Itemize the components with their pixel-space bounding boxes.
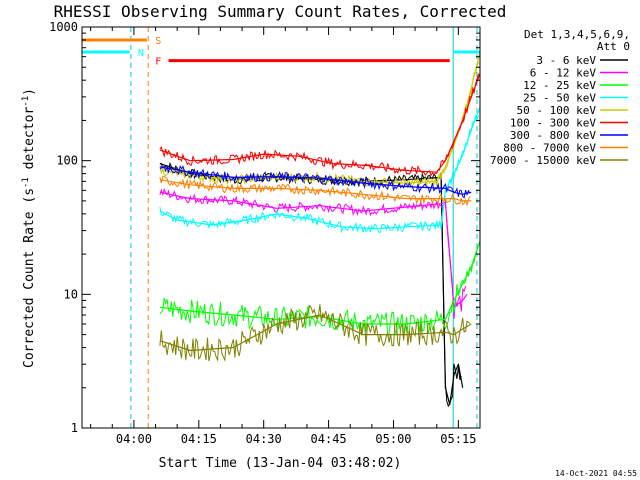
series-noise-8 <box>159 304 471 362</box>
legend-entry-label: 3 - 6 keV <box>536 54 596 67</box>
y-tick-label: 1000 <box>49 20 78 34</box>
series-line-8 <box>159 314 472 352</box>
series-noise-5 <box>159 73 480 177</box>
footer-date: 14-Oct-2021 04:55 <box>555 469 637 478</box>
legend-entry-label: 25 - 50 keV <box>523 92 596 105</box>
y-tick-label: 1 <box>71 421 78 435</box>
legend-entry-label: 50 - 100 keV <box>517 104 597 117</box>
series-noise-3 <box>159 113 480 234</box>
series-noise-7 <box>159 175 471 206</box>
plot-contents <box>82 27 480 428</box>
x-tick-label: 05:00 <box>375 432 411 446</box>
plot-frame <box>81 26 481 429</box>
y-tick-label: 100 <box>56 154 78 168</box>
legend-subtitle: Att 0 <box>597 40 630 53</box>
x-tick-label: 04:30 <box>246 432 282 446</box>
x-tick-label: 04:15 <box>181 432 217 446</box>
flag-label-s: S <box>155 36 161 47</box>
series-noise-2 <box>159 245 480 338</box>
series-noise-4 <box>159 61 480 189</box>
flag-label-n: N <box>138 48 144 59</box>
flag-label-f: F <box>155 57 161 68</box>
series-noise-1 <box>159 187 467 319</box>
legend-entry-label: 6 - 12 keV <box>530 67 597 80</box>
x-tick-label: 04:45 <box>311 432 347 446</box>
legend-entry-label: 100 - 300 keV <box>510 117 596 130</box>
series-line-7 <box>159 179 472 202</box>
x-axis-label: Start Time (13-Jan-04 03:48:02) <box>159 456 402 471</box>
y-tick-label: 10 <box>64 287 78 301</box>
legend-entry-label: 800 - 7000 keV <box>503 142 596 155</box>
legend-title: Det 1,3,4,5,6,9, <box>524 28 630 41</box>
x-tick-label: 04:00 <box>116 432 152 446</box>
chart-title: RHESSI Observing Summary Count Rates, Co… <box>54 2 507 21</box>
x-tick-label: 05:15 <box>440 432 476 446</box>
y-axis-label: Corrected Count Rate (s-1 detector-1) <box>21 88 37 368</box>
legend-entry-label: 7000 - 15000 keV <box>490 154 596 167</box>
legend-entry-label: 12 - 25 keV <box>523 79 596 92</box>
plot-area: SNF <box>82 27 480 428</box>
legend-entry-label: 300 - 800 keV <box>510 129 596 142</box>
axes: 04:00 04:15 04:30 04:45 05:00 05:15 1 10 100 1000 <box>49 20 481 446</box>
series-noise-6 <box>159 165 471 199</box>
